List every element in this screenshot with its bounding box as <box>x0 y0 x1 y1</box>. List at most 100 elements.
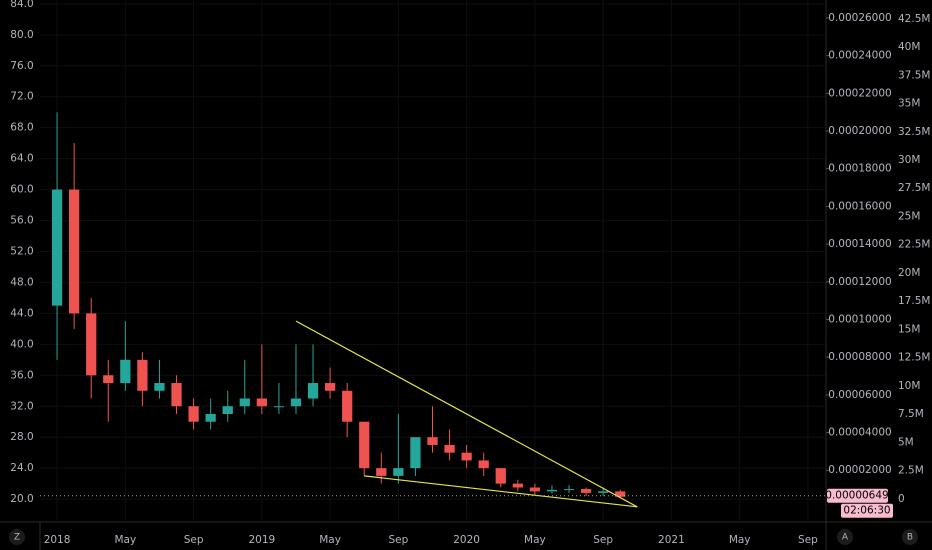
volume-tick-label: 25M <box>898 210 920 222</box>
y-tick-label: 64.0 <box>10 153 33 165</box>
candle-body <box>495 468 506 484</box>
x-tick-label: 2021 <box>658 534 685 546</box>
y-tick-label: 56.0 <box>10 215 33 227</box>
volume-tick-label: 37.5M <box>898 69 930 81</box>
volume-tick-label: 5M <box>898 436 914 448</box>
candle-body <box>239 398 250 407</box>
candle-body <box>342 390 353 422</box>
candle-body <box>273 406 285 408</box>
y-tick-label: 36.0 <box>10 369 33 381</box>
candle-body <box>529 487 541 492</box>
y2-tick-label: 0.00022000 <box>828 87 891 99</box>
x-tick-label: Sep <box>593 534 613 546</box>
y-tick-label: 44.0 <box>10 307 33 319</box>
candle-body <box>205 413 216 422</box>
y-tick-label: 72.0 <box>10 91 33 103</box>
candle-body <box>154 383 165 391</box>
y2-tick-label: 0.00014000 <box>828 238 891 250</box>
toolbar-button[interactable] <box>9 529 25 545</box>
last-price-label: 0.00000649 <box>825 490 888 502</box>
candle-body <box>546 489 558 492</box>
y-tick-label: 52.0 <box>10 245 33 257</box>
candle-body <box>512 483 523 488</box>
candle-body <box>171 383 182 407</box>
y2-tick-label: 0.00016000 <box>828 200 891 212</box>
y-tick-label: 84.0 <box>10 0 33 10</box>
countdown-label: 02:06:30 <box>843 505 890 517</box>
x-tick-label: Sep <box>798 534 818 546</box>
trendline <box>364 475 638 508</box>
candle-body <box>137 359 148 391</box>
y2-tick-label: 0.00026000 <box>828 12 891 24</box>
candle-body <box>120 359 131 384</box>
toolbar-button[interactable] <box>902 529 918 545</box>
y-tick-label: 32.0 <box>10 400 33 412</box>
volume-tick-label: 0 <box>898 493 905 505</box>
volume-tick-label: 2.5M <box>898 465 924 477</box>
volume-tick-label: 42.5M <box>898 13 930 25</box>
candle-body <box>376 468 387 476</box>
toolbar-label[interactable]: Z <box>14 533 20 543</box>
candle-body <box>359 421 370 469</box>
y2-tick-label: 0.00006000 <box>828 389 891 401</box>
y2-tick-label: 0.00004000 <box>828 427 891 439</box>
y-tick-label: 60.0 <box>10 184 33 196</box>
candle-body <box>580 489 592 493</box>
toolbar-button[interactable] <box>837 529 853 545</box>
candle-body <box>188 406 199 422</box>
y2-tick-label: 0.00018000 <box>828 163 891 175</box>
toolbar-label[interactable]: A <box>842 533 849 543</box>
candle-body <box>86 313 97 376</box>
candle-body <box>563 489 575 491</box>
volume-tick-label: 12.5M <box>898 352 930 364</box>
countdown-box <box>841 503 893 518</box>
x-tick-label: 2019 <box>248 534 275 546</box>
y2-tick-label: 0.00012000 <box>828 276 891 288</box>
y-tick-label: 20.0 <box>10 493 33 505</box>
x-tick-label: May <box>319 534 341 546</box>
x-tick-label: May <box>729 534 751 546</box>
toolbar-label[interactable]: B <box>907 533 913 543</box>
y-tick-label: 28.0 <box>10 431 33 443</box>
volume-tick-label: 20M <box>898 267 920 279</box>
candle-body <box>290 398 302 407</box>
volume-tick-label: 7.5M <box>898 408 924 420</box>
trendline <box>295 320 638 508</box>
volume-tick-label: 15M <box>898 323 920 335</box>
y-tick-label: 24.0 <box>10 462 33 474</box>
y-tick-label: 48.0 <box>10 276 33 288</box>
y-tick-label: 68.0 <box>10 122 33 134</box>
x-tick-label: Sep <box>184 534 204 546</box>
y2-tick-label: 0.00002000 <box>828 464 891 476</box>
y2-tick-label: 0.00008000 <box>828 351 891 363</box>
plot-area <box>51 112 638 508</box>
candle-body <box>410 437 421 469</box>
candle-body <box>444 444 455 453</box>
y2-tick-label: 0.00010000 <box>828 313 891 325</box>
candle-body <box>51 189 63 306</box>
candle-body <box>427 437 438 445</box>
candle-body <box>256 398 267 407</box>
x-tick-label: May <box>524 534 546 546</box>
volume-tick-label: 40M <box>898 41 920 53</box>
candle-body <box>324 383 336 391</box>
volume-tick-label: 30M <box>898 154 920 166</box>
volume-tick-label: 32.5M <box>898 126 930 138</box>
candle-body <box>478 460 489 469</box>
volume-tick-label: 22.5M <box>898 239 930 251</box>
volume-tick-label: 10M <box>898 380 920 392</box>
x-tick-label: Sep <box>388 534 408 546</box>
y2-tick-label: 0.00020000 <box>828 125 891 137</box>
y2-tick-label: 0.00024000 <box>828 50 891 62</box>
x-tick-label: May <box>114 534 136 546</box>
candle-body <box>615 491 626 497</box>
candle-body <box>69 189 80 314</box>
candle-body <box>393 468 404 476</box>
y-tick-label: 80.0 <box>10 29 33 41</box>
candle-body <box>103 375 114 384</box>
volume-tick-label: 35M <box>898 98 920 110</box>
candle-body <box>461 452 472 461</box>
